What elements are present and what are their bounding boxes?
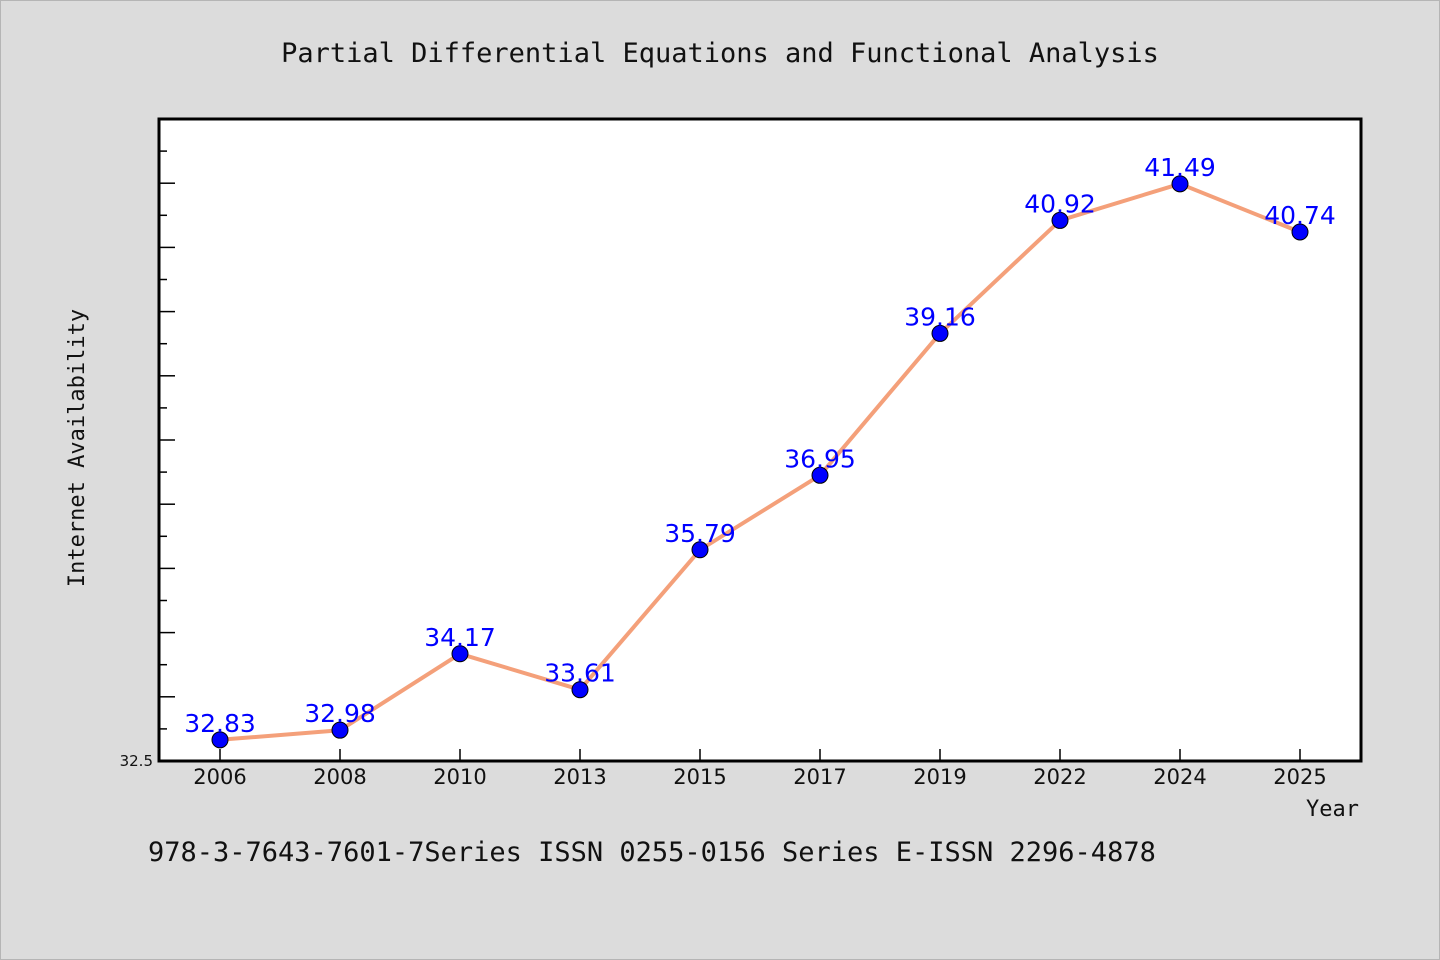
data-label: 32.98 [304, 699, 376, 728]
chart-title: Partial Differential Equations and Funct… [281, 38, 1159, 69]
x-axis-ticks: 2006 2008 2010 2013 2015 2017 2019 2022 2024 2025 [193, 749, 1327, 789]
data-label: 41.49 [1144, 153, 1216, 182]
x-tick-label: 2008 [313, 765, 366, 789]
data-point [1051, 211, 1069, 229]
x-tick-label: 2022 [1033, 765, 1086, 789]
x-tick-label: 2013 [553, 765, 606, 789]
x-tick-label: 2017 [793, 765, 846, 789]
x-tick-label: 2019 [913, 765, 966, 789]
data-point [691, 541, 709, 559]
data-label: 33.61 [544, 659, 616, 688]
data-label: 34.17 [424, 623, 496, 652]
plot-area [157, 117, 1363, 763]
x-tick-label: 2015 [673, 765, 726, 789]
data-point [931, 324, 949, 342]
data-point [451, 645, 469, 663]
x-tick-label: 2024 [1153, 765, 1206, 789]
data-label: 32.83 [184, 709, 256, 738]
data-point [1291, 223, 1309, 241]
series-line [218, 181, 1302, 742]
data-label: 35.79 [664, 519, 736, 548]
footer-isbn-text: 978-3-7643-7601-7Series ISSN 0255-0156 S… [148, 837, 1156, 868]
y-axis-label: Internet Availability [65, 309, 90, 587]
series-layer: 32.83 32.98 34.17 33.61 35.79 36.95 39.16 40.92… [184, 153, 1336, 749]
data-label: 36.95 [784, 444, 856, 473]
data-label: 40.92 [1024, 189, 1096, 218]
x-axis-label: Year [1306, 797, 1359, 822]
x-tick-label: 2025 [1273, 765, 1326, 789]
data-point [1171, 175, 1189, 193]
data-point [211, 731, 229, 749]
data-point [331, 721, 349, 739]
data-point [571, 681, 589, 699]
y-axis-ticks [159, 150, 175, 730]
x-tick-label: 2006 [193, 765, 246, 789]
data-label: 40.74 [1264, 201, 1336, 230]
y-axis-min-label: 32.5 [120, 752, 153, 770]
data-point [811, 466, 829, 484]
data-label: 39.16 [904, 302, 976, 331]
x-tick-label: 2010 [433, 765, 486, 789]
